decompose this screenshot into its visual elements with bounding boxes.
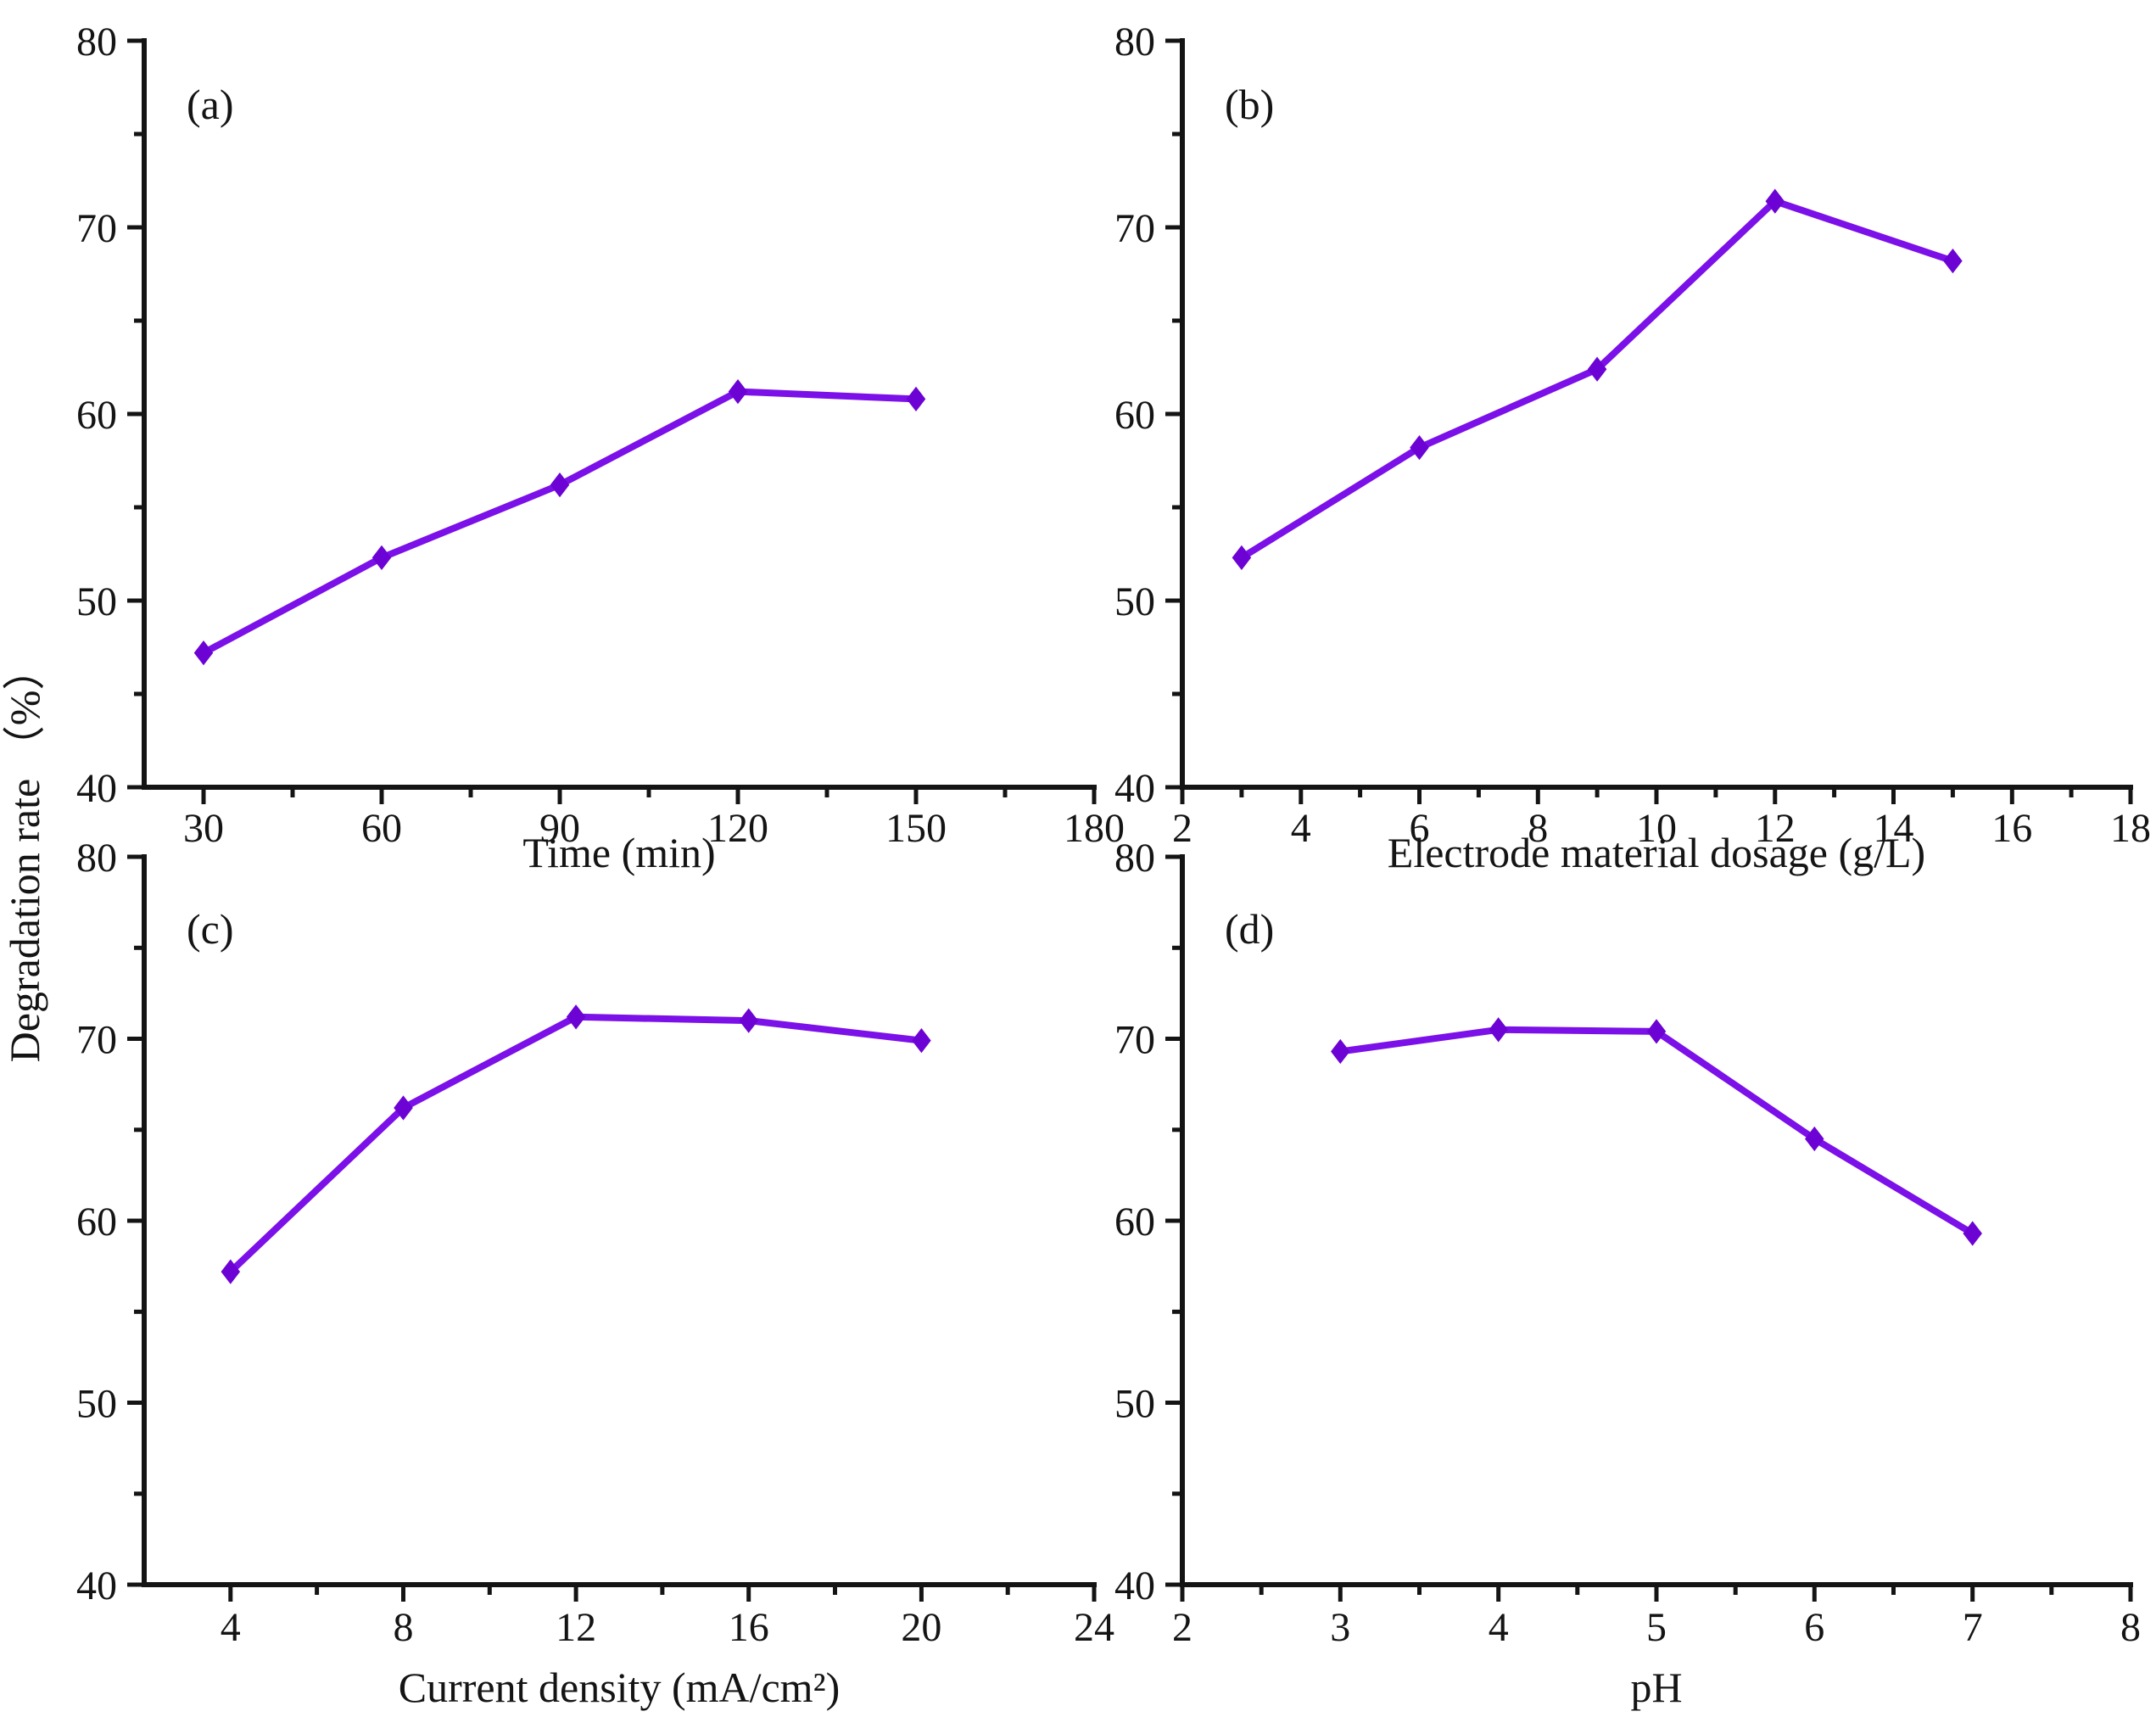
y-tick-label: 60	[1114, 393, 1155, 438]
data-point-marker	[221, 1259, 241, 1284]
data-point-marker	[912, 1027, 931, 1054]
y-tick-label: 70	[1114, 206, 1155, 251]
data-point-marker	[1805, 1126, 1824, 1152]
panel-a: 40 50 60 70 80 30 60 90 120 150 180 (a) Time (min)	[76, 20, 1125, 876]
x-tick-label: 5	[1646, 1605, 1667, 1650]
data-point-marker	[728, 378, 748, 405]
y-tick-label: 40	[76, 1563, 117, 1608]
x-tick-label: 180	[1064, 806, 1125, 851]
x-axis-title: Current density (mA/cm²)	[399, 1664, 840, 1711]
y-tick-label: 40	[1114, 766, 1155, 811]
x-tick-label: 10	[1636, 806, 1677, 851]
y-tick-label: 70	[76, 206, 117, 251]
y-tick-label: 60	[76, 1200, 117, 1244]
panel-d: 40 50 60 70 80 2 3 4 5 6 7 8 (d) pH	[1114, 836, 2141, 1711]
x-tick-label: 6	[1410, 806, 1430, 851]
x-tick-label: 150	[885, 806, 947, 851]
y-tick-label: 70	[1114, 1018, 1155, 1063]
x-tick-label: 18	[2110, 806, 2151, 851]
data-point-marker	[1587, 356, 1607, 382]
y-tick-label: 40	[1114, 1563, 1155, 1608]
x-tick-label: 4	[1291, 806, 1311, 851]
data-point-marker	[1765, 188, 1785, 214]
data-point-marker	[1232, 545, 1252, 571]
y-tick-label: 60	[1114, 1200, 1155, 1244]
y-tick-label: 80	[76, 20, 117, 64]
panel-label: (b)	[1225, 81, 1274, 128]
x-tick-label: 4	[221, 1605, 241, 1650]
x-tick-label: 16	[1991, 806, 2032, 851]
x-tick-label: 14	[1874, 806, 1914, 851]
panel-label: (c)	[187, 905, 234, 953]
x-tick-label: 8	[394, 1605, 414, 1650]
y-tick-label: 80	[1114, 836, 1155, 881]
panel-c: 40 50 60 70 80 4 8 12 16 20 24 (c) Current density (…	[76, 836, 1114, 1711]
y-tick-label: 80	[1114, 20, 1155, 64]
data-point-marker	[1331, 1038, 1350, 1065]
data-point-marker	[566, 1004, 586, 1030]
x-tick-label: 20	[901, 1605, 941, 1650]
series-line	[226, 1013, 925, 1276]
data-point-marker	[1410, 434, 1429, 461]
x-tick-label: 4	[1489, 1605, 1509, 1650]
data-point-marker	[394, 1095, 413, 1121]
x-tick-label: 24	[1074, 1605, 1114, 1650]
y-tick-label: 70	[76, 1018, 117, 1063]
y-tick-label: 40	[76, 766, 117, 811]
x-axis-title: Time (min)	[522, 829, 715, 876]
y-tick-label: 50	[1114, 1382, 1155, 1427]
x-tick-label: 7	[1963, 1605, 1983, 1650]
x-tick-label: 8	[1528, 806, 1548, 851]
x-tick-label: 3	[1330, 1605, 1350, 1650]
panel-label: (d)	[1225, 905, 1274, 953]
x-tick-label: 120	[707, 806, 768, 851]
data-point-marker	[1943, 248, 1963, 274]
panel-label: (a)	[187, 81, 234, 128]
x-tick-label: 12	[1755, 806, 1796, 851]
x-tick-label: 2	[1172, 806, 1193, 851]
x-tick-label: 60	[361, 806, 402, 851]
data-point-marker	[193, 640, 214, 666]
x-tick-label: 90	[539, 806, 580, 851]
x-tick-label: 2	[1172, 1605, 1193, 1650]
y-tick-label: 50	[76, 1382, 117, 1427]
data-point-marker	[739, 1008, 758, 1033]
series-line	[200, 388, 919, 657]
x-tick-label: 30	[183, 806, 224, 851]
data-point-marker	[1489, 1017, 1508, 1043]
x-tick-label: 16	[729, 1605, 769, 1650]
y-axis-title: Degradation rate （%）	[1, 648, 48, 1063]
y-tick-label: 50	[76, 579, 117, 624]
x-axis-title: pH	[1630, 1664, 1682, 1711]
data-point-marker	[1963, 1221, 1982, 1246]
y-tick-label: 50	[1114, 579, 1155, 624]
x-tick-label: 6	[1804, 1605, 1824, 1650]
x-axis-title: Electrode material dosage (g/L)	[1388, 829, 1925, 876]
y-tick-label: 60	[76, 393, 117, 438]
data-point-marker	[550, 472, 570, 498]
panel-b: 40 50 60 70 80 2 4 6 8 10 12 14 16 18 (b) Electrode mat…	[1114, 20, 2151, 876]
x-tick-label: 12	[556, 1605, 596, 1650]
data-point-marker	[371, 545, 392, 571]
y-tick-label: 80	[76, 836, 117, 881]
data-point-marker	[906, 386, 926, 412]
x-tick-label: 8	[2120, 1605, 2141, 1650]
series-line	[1337, 1026, 1976, 1237]
data-point-marker	[1646, 1019, 1667, 1044]
